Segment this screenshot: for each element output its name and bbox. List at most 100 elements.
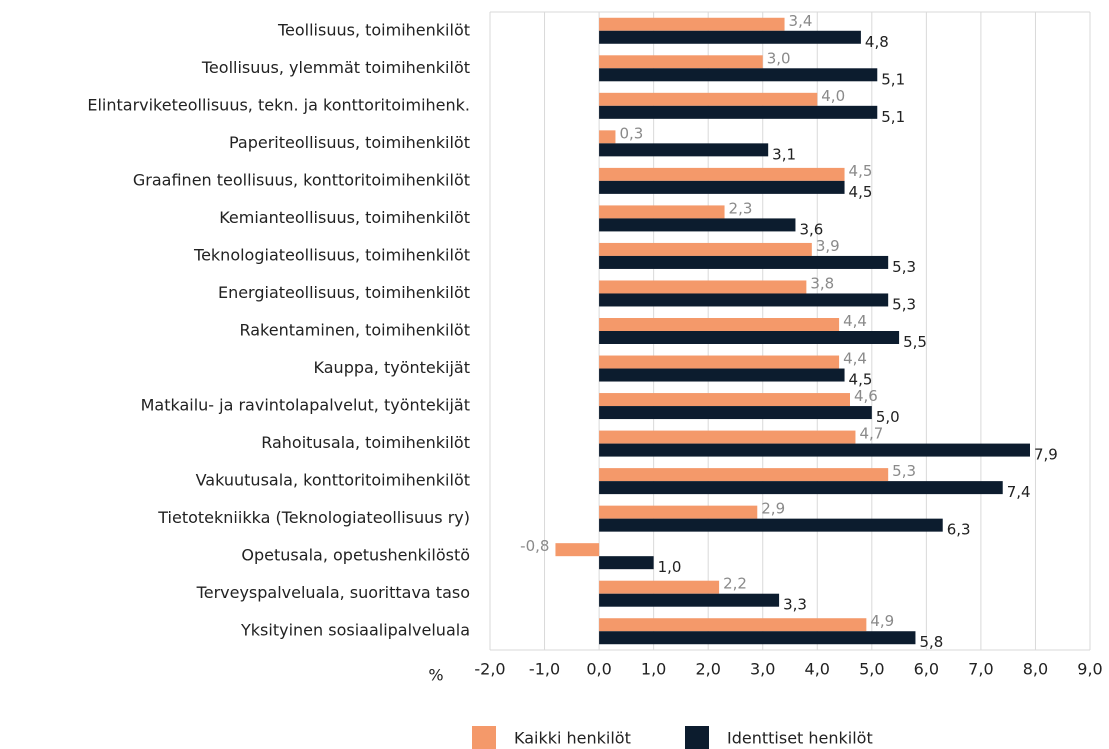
bar xyxy=(599,55,763,69)
bar xyxy=(599,130,616,144)
bar xyxy=(599,368,845,382)
bar xyxy=(599,218,796,232)
x-tick-label: 0,0 xyxy=(586,660,611,679)
value-label: 7,4 xyxy=(1007,483,1031,501)
legend-swatch xyxy=(472,726,496,749)
bar xyxy=(599,167,845,181)
category-label: Rakentaminen, toimihenkilöt xyxy=(239,321,470,340)
bar xyxy=(599,580,720,594)
value-label: 3,6 xyxy=(799,220,823,238)
x-tick-label: 1,0 xyxy=(641,660,666,679)
value-label: 5,1 xyxy=(881,108,905,126)
category-label: Energiateollisuus, toimihenkilöt xyxy=(218,283,470,302)
bar xyxy=(599,556,654,570)
bar xyxy=(599,17,785,31)
legend-label: Identtiset henkilöt xyxy=(727,729,873,748)
value-label: 5,1 xyxy=(881,70,905,88)
value-label: 5,0 xyxy=(876,408,900,426)
category-label: Graafinen teollisuus, konttoritoimihenki… xyxy=(133,170,470,189)
x-tick-label: 9,0 xyxy=(1077,660,1102,679)
category-label: Teollisuus, ylemmät toimihenkilöt xyxy=(201,58,470,77)
bar xyxy=(599,92,818,106)
bar xyxy=(555,543,600,557)
bar xyxy=(599,280,807,294)
bar xyxy=(599,355,840,369)
bar xyxy=(599,443,1030,457)
value-label: 4,6 xyxy=(854,387,878,405)
value-label: 4,0 xyxy=(821,87,845,105)
bar xyxy=(599,618,867,632)
category-label: Teknologiateollisuus, toimihenkilöt xyxy=(193,245,470,264)
value-label: 4,5 xyxy=(849,371,873,389)
bar xyxy=(599,30,861,44)
value-label: -0,8 xyxy=(520,537,549,555)
category-label: Opetusala, opetushenkilöstö xyxy=(241,546,470,565)
bar xyxy=(599,68,878,82)
bar xyxy=(599,631,916,645)
category-label: Kemianteollisuus, toimihenkilöt xyxy=(219,208,470,227)
value-label: 4,8 xyxy=(865,33,889,51)
value-label: 2,9 xyxy=(761,500,785,518)
bar xyxy=(599,180,845,194)
value-label: 4,4 xyxy=(843,312,867,330)
value-label: 3,0 xyxy=(767,49,791,67)
value-label: 6,3 xyxy=(947,521,971,539)
bar xyxy=(599,242,812,256)
value-label: 4,5 xyxy=(849,162,873,180)
x-tick-label: 8,0 xyxy=(1023,660,1048,679)
x-tick-label: -2,0 xyxy=(474,660,505,679)
bar xyxy=(599,255,889,269)
value-label: 4,4 xyxy=(843,350,867,368)
bar xyxy=(599,481,1003,495)
value-label: 3,3 xyxy=(783,596,807,614)
bar xyxy=(599,205,725,219)
bar xyxy=(599,143,769,157)
bar xyxy=(599,293,889,307)
category-label: Terveyspalveluala, suorittava taso xyxy=(196,583,470,602)
category-label: Tietotekniikka (Teknologiateollisuus ry) xyxy=(157,508,470,527)
x-tick-label: -1,0 xyxy=(529,660,560,679)
bar xyxy=(599,468,889,482)
value-label: 0,3 xyxy=(619,124,643,142)
category-label: Vakuutusala, konttoritoimihenkilöt xyxy=(196,471,470,490)
value-label: 5,8 xyxy=(919,633,943,651)
value-label: 7,9 xyxy=(1034,446,1058,464)
legend-label: Kaikki henkilöt xyxy=(514,729,631,748)
x-axis-label: % xyxy=(428,666,443,685)
value-label: 4,7 xyxy=(859,425,883,443)
value-label: 3,4 xyxy=(789,12,813,30)
value-label: 2,3 xyxy=(729,199,753,217)
bar xyxy=(599,593,780,607)
x-tick-label: 3,0 xyxy=(750,660,775,679)
value-label: 1,0 xyxy=(658,558,682,576)
x-tick-label: 5,0 xyxy=(859,660,884,679)
category-label: Paperiteollisuus, toimihenkilöt xyxy=(229,133,470,152)
value-label: 3,9 xyxy=(816,237,840,255)
value-label: 3,8 xyxy=(810,274,834,292)
category-label: Matkailu- ja ravintolapalvelut, työnteki… xyxy=(141,396,470,415)
legend-swatch xyxy=(685,726,709,749)
category-label: Kauppa, työntekijät xyxy=(314,358,470,377)
category-label: Rahoitusala, toimihenkilöt xyxy=(261,433,470,452)
category-label: Elintarviketeollisuus, tekn. ja konttori… xyxy=(87,95,470,114)
value-label: 2,2 xyxy=(723,575,747,593)
category-label: Yksityinen sosiaalipalveluala xyxy=(240,621,470,640)
x-tick-label: 6,0 xyxy=(914,660,939,679)
bar xyxy=(599,406,872,420)
value-label: 5,3 xyxy=(892,462,916,480)
category-label: Teollisuus, toimihenkilöt xyxy=(277,20,470,39)
bar xyxy=(599,331,900,344)
bar xyxy=(599,505,758,519)
x-tick-label: 2,0 xyxy=(695,660,720,679)
value-label: 4,5 xyxy=(849,183,873,201)
x-tick-label: 4,0 xyxy=(805,660,830,679)
value-label: 4,9 xyxy=(870,612,894,630)
value-label: 5,3 xyxy=(892,258,916,276)
bar xyxy=(599,318,840,331)
value-label: 5,3 xyxy=(892,295,916,313)
bar xyxy=(599,518,943,532)
bar xyxy=(599,393,850,407)
x-tick-label: 7,0 xyxy=(968,660,993,679)
bar xyxy=(599,105,878,119)
